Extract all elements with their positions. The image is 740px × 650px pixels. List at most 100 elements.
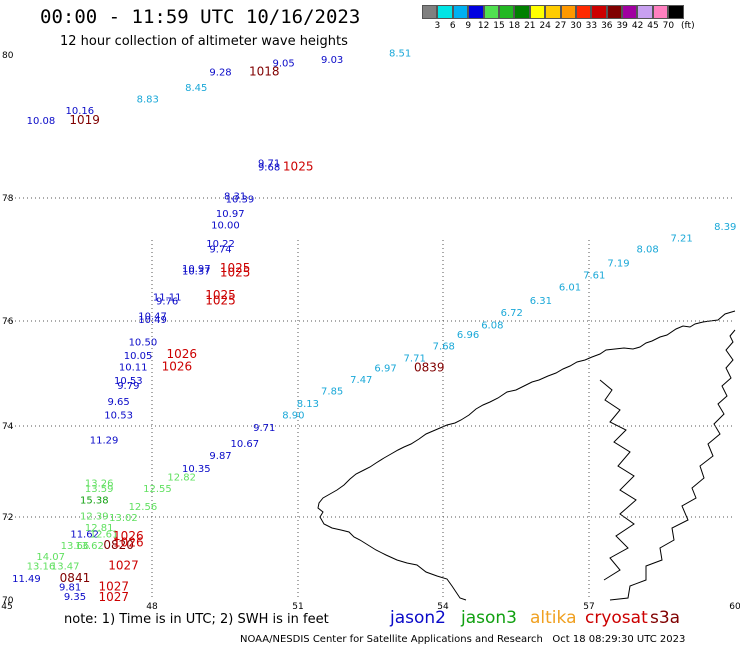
- wave-height-value: 10.47: [138, 311, 167, 322]
- longitude-label: 54: [437, 602, 449, 612]
- wave-height-value: 7.61: [583, 270, 605, 281]
- longitude-label: 60: [729, 602, 740, 612]
- color-swatch: [591, 5, 607, 19]
- color-scale-label: 70: [662, 21, 675, 31]
- latitude-label: 78: [2, 194, 14, 204]
- wave-height-value: 10.37: [182, 267, 211, 278]
- longitude-label: 51: [292, 602, 303, 612]
- color-scale-label: 36: [601, 21, 613, 31]
- color-scale-label: 18: [508, 21, 521, 31]
- wave-height-value: 10.97: [182, 264, 211, 275]
- wave-height-value: 9.71: [258, 159, 280, 170]
- wave-height-value: 8.45: [185, 83, 207, 94]
- wave-height-value: 13.16: [27, 561, 56, 572]
- color-swatch: [437, 5, 453, 19]
- color-scale-label: 3: [434, 21, 441, 31]
- wave-height-value: 6.01: [559, 282, 581, 293]
- wave-height-value: 9.79: [117, 381, 139, 392]
- wave-height-value: 9.71: [253, 423, 275, 434]
- wave-height-value: 8.51: [389, 49, 411, 60]
- color-swatch: [560, 5, 576, 19]
- color-scale-label: 42: [631, 21, 644, 31]
- color-scale-bar: [422, 5, 684, 19]
- wave-height-value: 6.72: [501, 308, 523, 319]
- wave-height-value: 6.96: [457, 330, 479, 341]
- color-scale-label: 12: [477, 21, 490, 31]
- wave-height-value: 8.13: [297, 399, 319, 410]
- wave-height-value: 10.08: [27, 116, 56, 127]
- wave-height-value: 9.68: [258, 163, 280, 174]
- legend-item-cryosat: cryosat: [585, 608, 648, 628]
- longitude-label: 45: [1, 602, 12, 612]
- wave-height-value: 9.81: [59, 583, 81, 594]
- coastline-east-path: [609, 329, 736, 601]
- wave-height-value: 12.39: [80, 511, 109, 522]
- observation-time: 1019: [69, 113, 100, 127]
- observation-time: 1027: [98, 580, 129, 594]
- color-scale-label: 21: [524, 21, 536, 31]
- wave-height-value: 13.62: [75, 541, 104, 552]
- observation-time: 1018: [249, 65, 280, 79]
- latitude-label: 72: [2, 513, 13, 523]
- wave-height-value: 10.35: [182, 464, 211, 475]
- wave-height-value: 10.16: [65, 106, 94, 117]
- color-swatch: [668, 5, 684, 19]
- wave-height-value: 10.50: [129, 337, 158, 348]
- wave-height-value: 10.22: [206, 239, 235, 250]
- wave-height-value: 13.47: [51, 561, 80, 572]
- observation-labels: 9.05 9.03 8.51 9.28 1018 8.45 8.83 10.16 10.08 10…: [12, 49, 736, 604]
- wave-height-value: 7.71: [404, 353, 426, 364]
- wave-height-value: 13.59: [85, 484, 114, 495]
- color-swatch: [637, 5, 653, 19]
- observation-time: 1027: [98, 590, 129, 604]
- note-text: note: 1) Time is in UTC; 2) SWH is in fe…: [64, 612, 329, 627]
- observation-time: 0820: [103, 538, 134, 552]
- wave-height-value: 6.31: [530, 296, 552, 307]
- color-scale-label: 24: [539, 21, 551, 31]
- wave-height-value: 8.90: [282, 411, 304, 422]
- wave-height-value: 6.08: [481, 321, 503, 332]
- legend-item-jason3: jason3: [461, 608, 517, 628]
- latitude-label: 74: [2, 422, 14, 432]
- color-scale-label: 45: [647, 21, 659, 31]
- color-scale-label: 6: [449, 21, 456, 31]
- footer-agency: NOAA/NESDIS Center for Satellite Applica…: [240, 634, 543, 645]
- wave-height-value: 10.11: [119, 363, 148, 374]
- wave-height-value: 10.53: [114, 376, 143, 387]
- page-subtitle: 12 hour collection of altimeter wave hei…: [60, 34, 348, 49]
- color-swatch: [545, 5, 561, 19]
- wave-height-value: 8.83: [137, 94, 159, 105]
- wave-height-value: 12.81: [85, 523, 114, 534]
- graticule: [7, 197, 735, 600]
- observation-time: 1027: [108, 558, 139, 572]
- color-swatch: [498, 5, 515, 19]
- wave-height-value: 10.00: [211, 220, 240, 231]
- wave-height-value: 9.74: [209, 244, 231, 255]
- observation-time: 1025: [205, 294, 236, 308]
- wave-height-value: 12.55: [143, 484, 172, 495]
- wave-height-value: 13.26: [85, 479, 114, 490]
- wave-height-value: 9.76: [156, 297, 178, 308]
- wave-height-value: 9.05: [273, 58, 295, 69]
- footer-credit: NOAA/NESDIS Center for Satellite Applica…: [240, 634, 685, 645]
- wave-height-value: 12.56: [129, 502, 158, 513]
- wave-height-value: 7.85: [321, 387, 343, 398]
- color-scale-label: 33: [585, 21, 598, 31]
- color-swatch: [468, 5, 484, 19]
- wave-height-value: 15.38: [80, 496, 109, 507]
- wave-height-value: 10.97: [216, 209, 245, 220]
- wave-height-value: 10.39: [226, 195, 255, 206]
- legend-item-jason2: jason2: [390, 608, 446, 628]
- observation-time: 1026: [113, 536, 144, 550]
- wave-height-value: 11.62: [70, 529, 99, 540]
- observation-time: 1025: [283, 160, 314, 174]
- color-scale-unit: (ft): [681, 21, 695, 31]
- color-scale-labels: 3 6 9 12 15 18 21 24 27 30 33 36 39 42 45 70 (ft): [422, 21, 740, 33]
- color-swatch: [529, 5, 546, 19]
- color-scale-label: 39: [616, 21, 628, 31]
- wave-height-value: 8.31: [224, 191, 246, 202]
- observation-time: 0839: [414, 361, 445, 375]
- observation-time: 1025: [220, 261, 251, 275]
- color-swatch: [652, 5, 669, 19]
